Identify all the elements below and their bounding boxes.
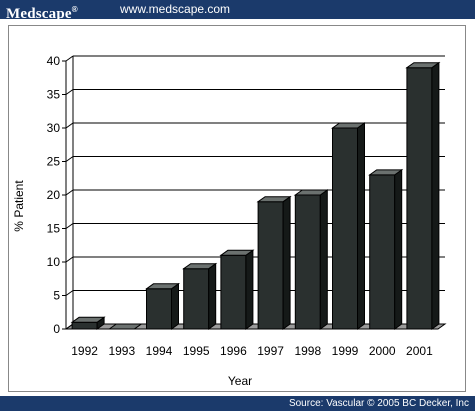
bar-top	[182, 263, 218, 270]
bar-front	[220, 254, 247, 330]
bar-front	[332, 127, 358, 330]
medscape-logo[interactable]: Medscape®	[6, 1, 78, 23]
x-tick-label: 1994	[146, 344, 173, 358]
y-axis-title: % Patient	[12, 180, 26, 232]
y-tick-label: 25	[47, 155, 61, 169]
grid-line-depth	[65, 290, 74, 296]
x-tick-label: 2000	[369, 344, 396, 358]
y-tick-label: 30	[47, 121, 61, 135]
bar-top	[256, 196, 292, 203]
bar-side	[319, 189, 328, 330]
bar-1997	[256, 195, 292, 330]
grid-line-depth	[65, 256, 74, 263]
y-tick-label: 15	[47, 222, 61, 236]
bar-top	[405, 62, 441, 69]
bar-1993	[107, 323, 143, 330]
bar-top	[330, 122, 367, 129]
x-tick-label: 1996	[220, 344, 247, 358]
axis-labels: % Patient Year 1992 1993 1994 1995 1996 1997 1…	[12, 180, 433, 388]
x-tick-label: 1995	[183, 344, 210, 358]
registered-mark: ®	[71, 5, 78, 14]
bar-side	[208, 262, 217, 330]
bar-top	[368, 169, 404, 176]
y-tick-label: 35	[47, 88, 61, 102]
y-tick-label: 5	[53, 289, 60, 303]
y-tick-label: 20	[47, 188, 61, 202]
bar-side	[357, 122, 365, 330]
bar-top	[144, 283, 181, 290]
grid-line-depth	[65, 156, 74, 162]
grid-line-depth	[65, 55, 74, 62]
x-tick-label: 1993	[108, 344, 135, 358]
bar-1995	[182, 262, 218, 330]
y-tick-label: 0	[53, 322, 60, 336]
x-tick-label: 1992	[71, 344, 98, 358]
bar-2001	[405, 61, 441, 330]
bar-1994	[144, 282, 181, 330]
bar-top	[293, 189, 329, 196]
brand-name: Medscape	[6, 6, 72, 22]
bar-front	[71, 321, 98, 330]
bar-front	[369, 174, 396, 330]
x-tick-label: 1997	[257, 344, 284, 358]
bar-front	[183, 268, 210, 330]
bar-side	[282, 195, 291, 330]
bar-1992	[70, 316, 106, 330]
y-tick-label: 40	[47, 54, 61, 68]
footer-banner: Source: Vascular © 2005 BC Decker, Inc	[0, 396, 475, 411]
x-axis-title: Year	[228, 374, 252, 388]
bar-front	[257, 201, 284, 330]
bar-front	[146, 288, 172, 330]
bar-2000	[368, 168, 404, 330]
x-tick-label: 1999	[332, 344, 359, 358]
bar-1998	[293, 189, 329, 330]
grid-line-depth	[65, 189, 74, 196]
bar-side	[245, 249, 254, 330]
bar-side	[171, 282, 179, 330]
source-credit: Source: Vascular © 2005 BC Decker, Inc	[288, 398, 469, 409]
bars	[70, 61, 441, 330]
bar-top	[107, 323, 143, 330]
bar-side	[394, 168, 403, 330]
grid-line-depth	[65, 223, 74, 229]
bar-1996	[219, 249, 255, 330]
bar-front	[406, 67, 433, 330]
bar-1999	[330, 122, 367, 330]
grid-line-depth	[65, 122, 74, 129]
x-tick-label: 2001	[406, 344, 433, 358]
bar-top	[219, 249, 255, 256]
bar-side	[431, 61, 440, 330]
bar-top	[70, 316, 106, 323]
x-tick-label: 1998	[294, 344, 321, 358]
header-banner: Medscape® www.medscape.com	[0, 0, 475, 22]
site-url-link[interactable]: www.medscape.com	[120, 2, 231, 16]
grid-line-depth	[65, 89, 74, 95]
bar-front	[294, 194, 321, 330]
y-axis: 0 5 10 15 20 25 30 35 40	[47, 54, 74, 336]
y-tick-label: 10	[47, 255, 61, 269]
